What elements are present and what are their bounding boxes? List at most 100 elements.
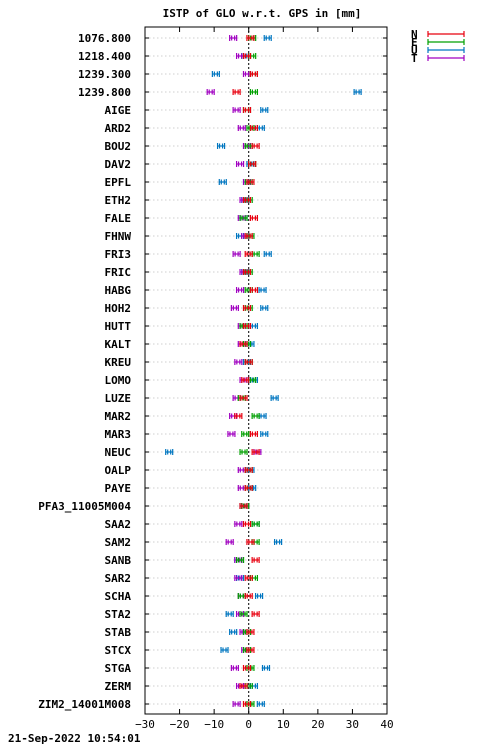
data-point-u xyxy=(260,431,269,437)
station-label: SCHA xyxy=(105,590,132,603)
x-tick-label: 0 xyxy=(245,718,252,731)
data-point-n xyxy=(244,485,253,491)
data-point-t xyxy=(235,161,245,167)
station-label: HABG xyxy=(105,284,132,297)
station-label: 1239.300 xyxy=(78,68,131,81)
data-point-t xyxy=(234,359,243,365)
data-point-n xyxy=(251,557,260,563)
data-point-u xyxy=(353,89,362,95)
data-point-n xyxy=(249,287,258,293)
data-point-e xyxy=(251,251,260,257)
data-point-n xyxy=(246,629,255,635)
data-point-n xyxy=(234,413,243,419)
data-point-n xyxy=(244,593,253,599)
data-point-n xyxy=(246,647,255,653)
data-point-n xyxy=(249,125,258,131)
data-point-n xyxy=(239,341,248,347)
data-point-e xyxy=(239,611,248,617)
data-point-t xyxy=(237,125,246,131)
station-label: NEUC xyxy=(105,446,132,459)
data-point-n xyxy=(246,179,255,185)
data-point-n xyxy=(246,35,255,41)
x-tick-label: 10 xyxy=(277,718,290,731)
station-label: SAR2 xyxy=(105,572,132,585)
data-point-u xyxy=(258,413,267,419)
station-label: STGA xyxy=(105,662,132,675)
x-tick-label: 20 xyxy=(311,718,324,731)
plot-frame xyxy=(144,26,388,715)
data-point-e xyxy=(239,449,248,455)
station-label: STAB xyxy=(105,626,132,639)
data-point-e xyxy=(251,413,260,419)
data-point-n xyxy=(241,377,250,383)
data-point-n xyxy=(242,521,252,527)
data-point-n xyxy=(242,305,252,311)
station-label: MAR2 xyxy=(105,410,132,423)
data-point-u xyxy=(258,287,267,293)
chart-title: ISTP of GLO w.r.t. GPS in [mm] xyxy=(163,7,362,20)
data-point-n xyxy=(249,431,258,437)
data-point-t xyxy=(230,305,239,311)
station-label: FHNW xyxy=(105,230,132,243)
data-point-e xyxy=(239,215,248,221)
legend-label-u: U xyxy=(411,44,418,57)
station-label: ETH2 xyxy=(105,194,132,207)
data-point-n xyxy=(242,323,252,329)
data-point-n xyxy=(246,539,255,545)
station-label: 1076.800 xyxy=(78,32,131,45)
data-point-e xyxy=(235,557,245,563)
station-label: AIGE xyxy=(105,104,132,117)
data-point-e xyxy=(251,521,260,527)
station-label: ZERM xyxy=(105,680,132,693)
data-point-n xyxy=(249,71,258,77)
data-point-n xyxy=(232,89,241,95)
data-point-e xyxy=(237,593,246,599)
data-point-t xyxy=(229,35,238,41)
station-label: BOU2 xyxy=(105,140,132,153)
station-label: STA2 xyxy=(105,608,132,621)
data-point-n xyxy=(249,215,258,221)
data-point-n xyxy=(248,161,257,167)
data-point-u xyxy=(260,305,269,311)
x-tick-label: 30 xyxy=(346,718,359,731)
data-point-u xyxy=(261,665,271,671)
data-point-n xyxy=(239,683,248,689)
data-point-u xyxy=(274,539,283,545)
station-label: PAYE xyxy=(105,482,132,495)
data-point-n xyxy=(251,611,260,617)
data-point-n xyxy=(242,53,252,59)
data-point-n xyxy=(244,575,253,581)
data-point-t xyxy=(237,485,246,491)
data-point-u xyxy=(216,143,226,149)
station-label: KREU xyxy=(105,356,132,369)
data-point-n xyxy=(242,197,252,203)
data-point-t xyxy=(232,701,241,707)
data-point-u xyxy=(260,107,269,113)
data-point-e xyxy=(249,89,258,95)
station-label: 1218.400 xyxy=(78,50,131,63)
data-point-n xyxy=(244,467,253,473)
data-point-u xyxy=(256,125,265,131)
station-label: 1239.800 xyxy=(78,86,131,99)
station-label: MAR3 xyxy=(105,428,132,441)
data-point-e xyxy=(241,431,250,437)
data-point-t xyxy=(234,575,243,581)
station-label: KALT xyxy=(105,338,132,351)
data-point-t xyxy=(230,665,239,671)
data-point-t xyxy=(232,251,241,257)
station-label: FRIC xyxy=(105,266,132,279)
data-point-n xyxy=(251,449,260,455)
station-label: EPFL xyxy=(105,176,132,189)
data-point-u xyxy=(225,611,234,617)
station-label: STCX xyxy=(105,644,132,657)
timestamp-footer: 21-Sep-2022 10:54:01 xyxy=(8,732,141,745)
data-point-u xyxy=(229,629,238,635)
station-label: SANB xyxy=(105,554,132,567)
data-point-t xyxy=(235,287,245,293)
data-point-u xyxy=(256,701,265,707)
station-label: FRI3 xyxy=(105,248,132,261)
data-point-t xyxy=(232,107,241,113)
data-point-n xyxy=(239,503,248,509)
station-label: SAA2 xyxy=(105,518,132,531)
data-point-t xyxy=(206,89,215,95)
